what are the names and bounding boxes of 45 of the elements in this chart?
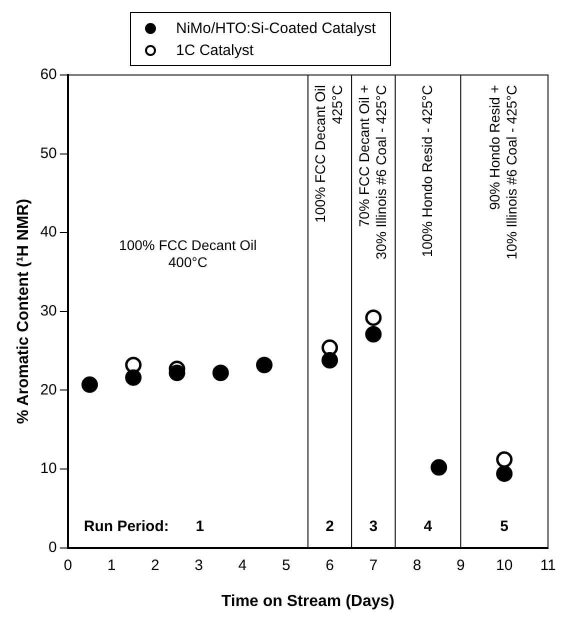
x-tick-label: 7 bbox=[369, 556, 378, 574]
annotation: 3 bbox=[369, 518, 378, 535]
x-tick-label: 9 bbox=[456, 556, 465, 574]
point bbox=[365, 309, 382, 326]
point bbox=[212, 364, 229, 382]
x-tick-label: 8 bbox=[412, 556, 422, 574]
y-tick-label: 50 bbox=[40, 144, 57, 162]
x-tick-label: 5 bbox=[282, 556, 290, 574]
x-tick-label: 1 bbox=[107, 556, 116, 574]
annotation: 100% FCC Decant Oil 400°C bbox=[119, 237, 257, 270]
x-tick-label: 6 bbox=[326, 556, 334, 574]
annotation: Run Period: bbox=[84, 518, 169, 535]
y-tick-label: 60 bbox=[40, 66, 57, 84]
annotation: 2 bbox=[326, 518, 334, 535]
x-tick-label: 4 bbox=[238, 556, 247, 574]
x-tick-label: 3 bbox=[194, 556, 203, 574]
annotation: 70% FCC Decant Oil + 30% Illinois #6 Coal - 425°C bbox=[356, 85, 389, 260]
x-tick-label: 2 bbox=[151, 556, 160, 574]
annotation: 100% Hondo Resid - 425°C bbox=[418, 85, 435, 258]
point bbox=[365, 326, 382, 342]
x-tick-label: 10 bbox=[496, 556, 513, 574]
annotation: 1 bbox=[196, 518, 204, 535]
annotation: 4 bbox=[424, 518, 433, 535]
x-axis-title: Time on Stream (Days) bbox=[221, 592, 394, 610]
point bbox=[256, 356, 273, 374]
annotation: 100% FCC Decant Oil 425°C bbox=[312, 85, 346, 223]
y-tick-label: 20 bbox=[40, 381, 57, 398]
x-tick-label: 11 bbox=[540, 556, 556, 574]
y-tick-label: 40 bbox=[40, 224, 57, 241]
annotation: 90% Hondo Resid + 10% Illinois #6 Coal - 425°C bbox=[486, 85, 520, 260]
point bbox=[168, 364, 186, 382]
y-axis-title: % Aromatic Content (¹H NMR) bbox=[15, 198, 32, 424]
point bbox=[322, 352, 338, 369]
y-tick-label: 30 bbox=[40, 302, 57, 320]
y-tick-label: 0 bbox=[48, 538, 57, 556]
point bbox=[496, 451, 513, 468]
legend-label: NiMo/HTO:Si-Coated Catalyst bbox=[176, 20, 376, 36]
x-tick-label: 0 bbox=[64, 556, 72, 574]
y-tick-label: 10 bbox=[40, 460, 57, 478]
legend-label: 1C Catalyst bbox=[176, 42, 254, 58]
point bbox=[125, 369, 142, 386]
point bbox=[496, 465, 513, 482]
point bbox=[81, 376, 98, 393]
annotation: 5 bbox=[500, 518, 509, 535]
point bbox=[430, 459, 448, 476]
